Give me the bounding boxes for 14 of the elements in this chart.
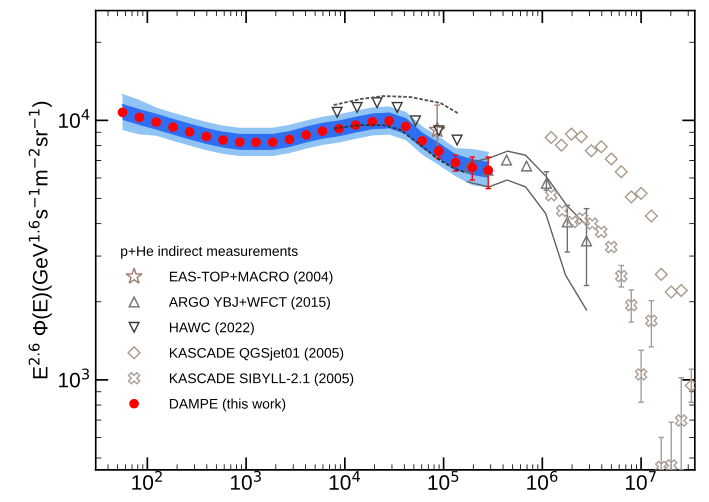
legend-label: DAMPE (this work): [170, 398, 286, 412]
x-tick-label: 10$^{5}$: [428, 471, 458, 490]
x-tick-label: 10$^{4}$: [330, 471, 360, 490]
x-tick-label: 10$^{3}$: [231, 470, 261, 490]
x-tick-label: 10$^{2}$: [132, 470, 162, 490]
x-tick-label: 10$^{6}$: [527, 470, 558, 490]
legend-label: ARGO YBJ+WFCT (2015): [168, 296, 330, 310]
text: E$^{2.6}$ Φ(E)(GeV$^{1.6}$s$^{−1}$m$^{−2}$sr$^{−1}$): [28, 102, 52, 378]
legend-label: HAWC (2022): [170, 322, 254, 336]
legend-title: p+He indirect measurements: [121, 246, 298, 259]
x-tick-label: 10$^{7}$: [626, 471, 656, 490]
legend-label: KASCADE SIBYLL-2.1 (2005): [170, 373, 354, 386]
legend-label: KASCADE QGSjet01 (2005): [170, 348, 344, 361]
legend-label: EAS-TOP+MACRO (2004): [170, 271, 332, 284]
